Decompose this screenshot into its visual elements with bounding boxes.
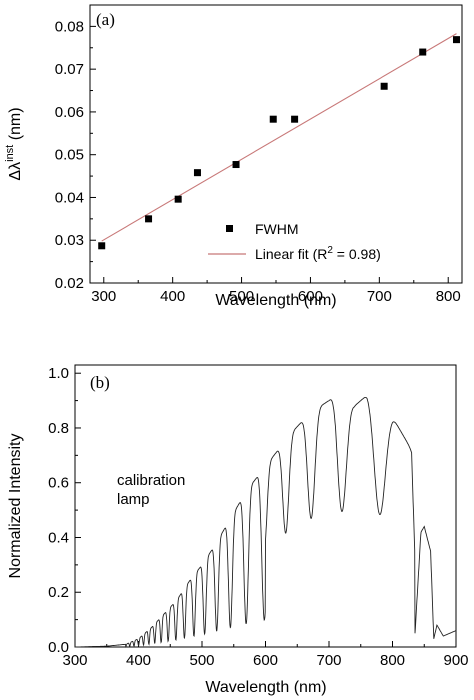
panel-b-y-axis-title: Normalized Intensity: [7, 434, 24, 579]
fwhm-point: [291, 115, 299, 123]
panel-a-y-tick-label: 0.05: [55, 147, 84, 164]
legend-fit-label-tail: = 0.98): [333, 246, 381, 262]
panel-b-x-axis-title: Wavelength (nm): [205, 679, 326, 696]
panel-b-y-tick-label: 1.0: [48, 365, 69, 382]
panel-a-fit-line: [101, 33, 457, 242]
legend-fwhm-label: FWHM: [255, 221, 299, 237]
panel-a-y-tick-label: 0.04: [55, 189, 84, 206]
fwhm-point: [232, 161, 240, 169]
panel-b-annotation-line1: calibration: [117, 472, 185, 489]
fwhm-point: [98, 242, 106, 250]
panel-b-label: (b): [90, 373, 110, 392]
panel-a-y-axis-title: Δλinst (nm): [4, 107, 24, 180]
panel-a-legend: FWHM Linear fit (R2 = 0.98): [208, 221, 381, 262]
panel-b: 300 400 500 600 700 800 9000.00.20.40.60.81.0 …: [7, 364, 469, 696]
panel-b-annotation-line2: lamp: [117, 491, 150, 508]
panel-a-y-title-unit: (nm): [7, 107, 24, 144]
fwhm-point: [452, 36, 460, 44]
legend-fit-label-main: Linear fit (R: [255, 246, 327, 262]
panel-a-y-tick-label: 0.03: [55, 232, 84, 249]
panel-a-x-tick-label: 600: [298, 288, 323, 305]
panel-b-y-tick-label: 0.6: [48, 475, 69, 492]
panel-a-x-tick-label: 400: [160, 288, 185, 305]
panel-a-tick-labels: 300 400 500 600 700 800 0.02 0.03 0.04 0.05 0.06 0.…: [55, 18, 461, 305]
panel-b-y-tick-label: 0.0: [48, 639, 69, 656]
panel-a-x-axis-title: Wavelength (nm): [215, 292, 336, 309]
panel-b-x-tick-label: 600: [253, 652, 278, 669]
panel-b-x-tick-label: 500: [189, 652, 214, 669]
panel-b-tick-labels: 300 400 500 600 700 800 900 0.0 0.2 0.4 0.6 0.8 1.0: [48, 365, 468, 669]
panel-b-x-tick-label: 400: [126, 652, 151, 669]
fwhm-point: [174, 195, 182, 203]
panel-a-y-tick-label: 0.07: [55, 61, 84, 78]
legend-fit-label-sup: 2: [327, 245, 333, 256]
panel-a-ticks: [90, 4, 449, 284]
panel-a-x-tick-label: 700: [367, 288, 392, 305]
panel-b-y-tick-label: 0.2: [48, 584, 69, 601]
panel-b-spectrum-line: [75, 396, 457, 648]
fwhm-point: [193, 169, 201, 177]
panel-b-y-tick-label: 0.4: [48, 529, 69, 546]
panel-a-x-tick-label: 500: [229, 288, 254, 305]
panel-a-label: (a): [96, 10, 115, 29]
panel-b-x-tick-label: 900: [443, 652, 468, 669]
fwhm-point: [380, 82, 388, 90]
panel-b-x-tick-label: 800: [380, 652, 405, 669]
panel-a-x-tick-label: 300: [91, 288, 116, 305]
panel-a-y-tick-label: 0.08: [55, 18, 84, 35]
panel-a: 300 400 500 600 700 800 0.02 0.03 0.04 0.05 0.06 0.…: [4, 4, 463, 309]
panel-a-x-tick-label: 800: [436, 288, 461, 305]
panel-a-y-title-sup: inst: [4, 145, 16, 162]
panel-a-y-title-main: Δλ: [7, 162, 24, 181]
panel-a-frame: [89, 4, 463, 284]
panel-a-y-tick-label: 0.06: [55, 104, 84, 121]
panel-a-points: [98, 36, 460, 250]
fwhm-point: [419, 48, 427, 56]
panel-b-x-tick-label: 300: [62, 652, 87, 669]
fit-line: [101, 33, 457, 242]
legend-fwhm-marker: [226, 225, 233, 232]
panel-b-x-tick-label: 700: [316, 652, 341, 669]
panel-a-y-tick-label: 0.02: [55, 275, 84, 292]
fwhm-point: [269, 115, 277, 123]
legend-fit-label: Linear fit (R2 = 0.98): [255, 245, 381, 262]
panel-b-y-tick-label: 0.8: [48, 420, 69, 437]
fwhm-point: [145, 215, 153, 223]
